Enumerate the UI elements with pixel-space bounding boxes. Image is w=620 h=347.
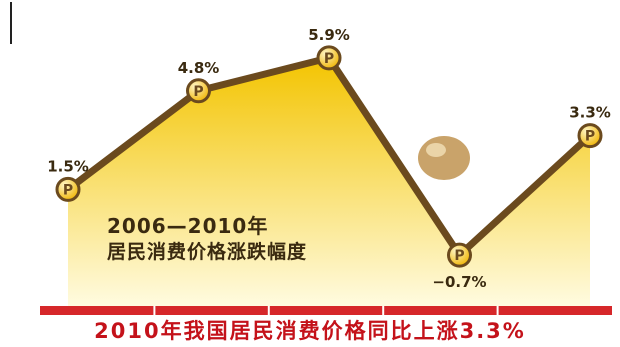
point-marker: P	[316, 45, 342, 71]
left-rule	[10, 2, 12, 44]
x-axis-divider	[153, 306, 156, 315]
chart-title-block: 2006—2010年 居民消费价格涨跌幅度	[107, 213, 437, 265]
data-label: 4.8%	[178, 59, 220, 77]
point-marker: P	[577, 123, 603, 149]
marker-glyph: P	[324, 51, 334, 67]
coin-highlight-decoration	[426, 143, 446, 157]
data-label: 3.3%	[569, 104, 611, 122]
chart-subtitle: 居民消费价格涨跌幅度	[107, 241, 308, 263]
x-axis-divider	[267, 306, 270, 315]
x-axis-divider	[496, 306, 499, 315]
x-axis-band	[40, 306, 612, 315]
x-axis-ticks	[153, 306, 499, 315]
chart-title: 2006—2010年	[107, 214, 269, 238]
point-markers: P P P P P	[55, 45, 603, 268]
data-labels: 1.5% 4.8% 5.9% −0.7% 3.3%	[47, 26, 611, 291]
marker-glyph: P	[585, 129, 595, 145]
data-label: −0.7%	[432, 273, 486, 291]
data-label: 5.9%	[308, 26, 350, 44]
price-area-fill	[68, 57, 590, 307]
data-label: 1.5%	[47, 157, 89, 175]
chart-caption: 2010年我国居民消费价格同比上涨3.3%	[94, 319, 526, 343]
marker-glyph: P	[454, 248, 464, 264]
marker-glyph: P	[63, 182, 73, 198]
point-marker: P	[186, 78, 211, 104]
falling-coin-decoration	[418, 136, 470, 180]
point-marker: P	[447, 242, 472, 268]
point-marker: P	[55, 176, 81, 202]
x-axis-divider	[382, 306, 385, 315]
marker-glyph: P	[193, 84, 203, 100]
